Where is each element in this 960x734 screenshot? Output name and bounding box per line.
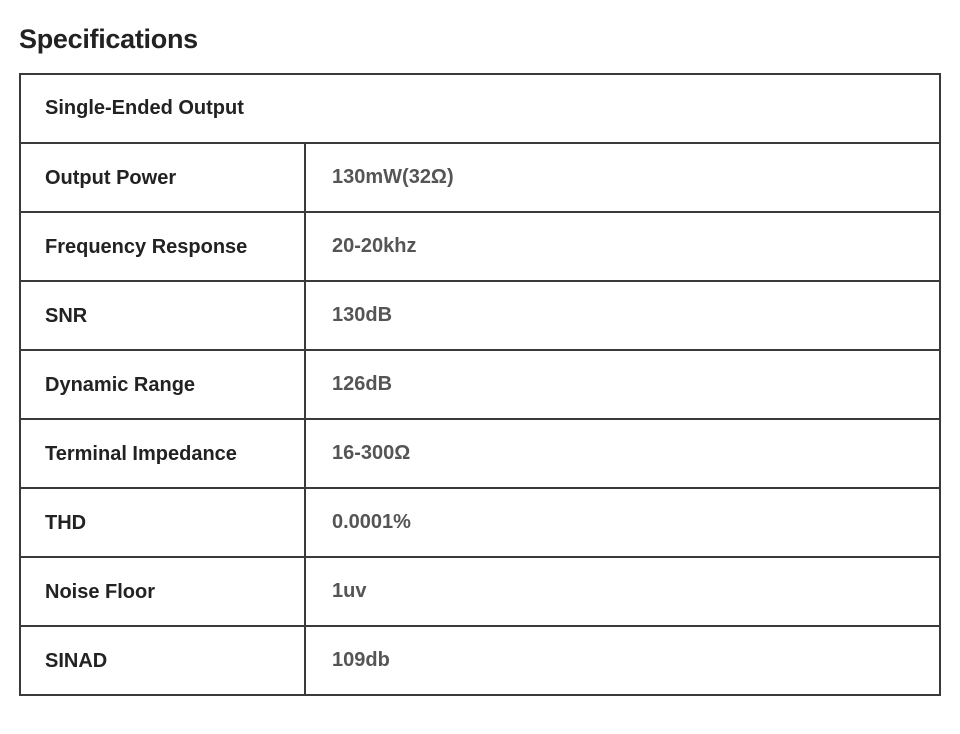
table-row: Output Power 130mW(32Ω) (19, 142, 941, 213)
spec-label: Noise Floor (19, 556, 306, 627)
spec-value: 130mW(32Ω) (304, 142, 941, 213)
spec-label: Output Power (19, 142, 306, 213)
spec-value: 20-20khz (304, 211, 941, 282)
spec-label: Terminal Impedance (19, 418, 306, 489)
table-row: Noise Floor 1uv (19, 556, 941, 627)
table-row: Frequency Response 20-20khz (19, 211, 941, 282)
table-row: THD 0.0001% (19, 487, 941, 558)
table-row: Terminal Impedance 16-300Ω (19, 418, 941, 489)
section-header: Single-Ended Output (19, 73, 941, 144)
specifications-table: Single-Ended Output Output Power 130mW(32… (19, 73, 941, 696)
table-row: SINAD 109db (19, 625, 941, 696)
spec-value: 130dB (304, 280, 941, 351)
spec-value: 109db (304, 625, 941, 696)
spec-label: Frequency Response (19, 211, 306, 282)
spec-value: 0.0001% (304, 487, 941, 558)
table-row: SNR 130dB (19, 280, 941, 351)
spec-value: 1uv (304, 556, 941, 627)
table-row: Dynamic Range 126dB (19, 349, 941, 420)
spec-value: 16-300Ω (304, 418, 941, 489)
section-header-row: Single-Ended Output (19, 73, 941, 144)
spec-label: THD (19, 487, 306, 558)
page-title: Specifications (19, 24, 198, 54)
spec-label: SNR (19, 280, 306, 351)
spec-value: 126dB (304, 349, 941, 420)
spec-label: Dynamic Range (19, 349, 306, 420)
spec-label: SINAD (19, 625, 306, 696)
